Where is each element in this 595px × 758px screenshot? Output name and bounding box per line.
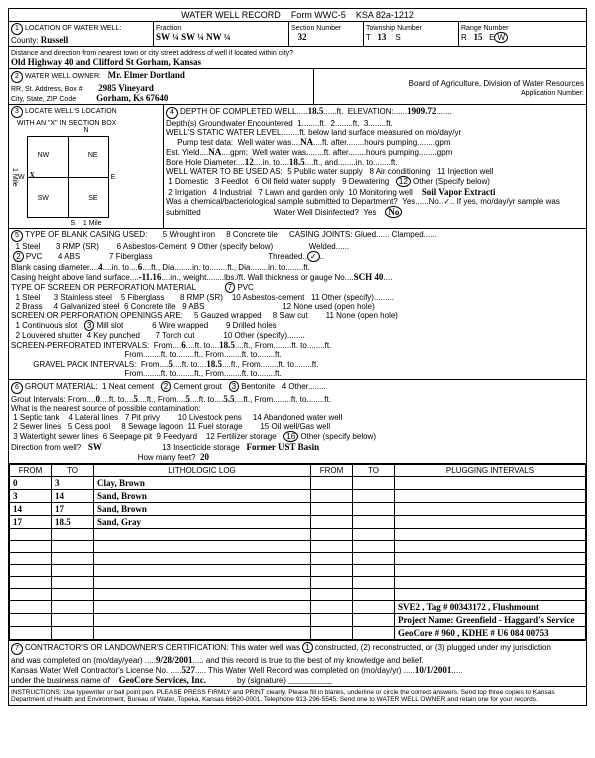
address: Old Highway 40 and Clifford St Gorham, K… (11, 57, 201, 67)
grout-3: 3 (229, 381, 239, 392)
use-other: Soil Vapor Extracti (422, 187, 496, 197)
elev: 1909.72 (407, 106, 436, 116)
sec-4: 4 (166, 107, 178, 119)
sec-6: 6 (11, 382, 23, 394)
lithologic-log: FROMTOLITHOLOGIC LOGFROMTOPLUGGING INTER… (9, 464, 586, 640)
county: Russell (41, 35, 69, 45)
sec-7: 7 (11, 643, 23, 655)
grout-2: 2 (161, 381, 171, 392)
instructions: INSTRUCTIONS: Use typewriter or ball poi… (9, 686, 586, 705)
screen-7: 7 (225, 282, 235, 293)
x-mark: X (30, 171, 35, 179)
disinfected: No (385, 206, 402, 218)
range: 15 (473, 32, 482, 42)
section-1-row: 1LOCATION OF WATER WELL:County: Russell … (9, 21, 586, 46)
owner-name: Mr. Elmer Dortland (108, 70, 185, 80)
section: 32 (298, 32, 307, 42)
owner-city: Gorham, Ks 67640 (96, 93, 168, 103)
owner-street: 2985 Vineyard (98, 83, 154, 93)
range-w: W (494, 32, 508, 43)
sec-5: 5 (11, 230, 23, 242)
form-container: WATER WELL RECORD Form WWC-5 KSA 82a-121… (8, 8, 587, 706)
contam-16: 16 (283, 431, 298, 442)
use-12: 12 (396, 176, 411, 187)
location-grid[interactable]: NWNE SWSE X (27, 136, 109, 218)
sec-3: 3 (11, 106, 23, 118)
casing-2: 2 (13, 251, 23, 262)
sec-2: 2 (11, 71, 23, 83)
open-3: 3 (84, 320, 94, 331)
cert-1: 1 (302, 642, 312, 653)
form-header: WATER WELL RECORD Form WWC-5 KSA 82a-121… (9, 9, 586, 21)
township: 13 (377, 32, 386, 42)
sec-1: 1 (11, 23, 23, 35)
depth-completed: 18.5 (308, 106, 324, 116)
board: Board of Agriculture, Division of Water … (409, 79, 584, 88)
fraction: SW ¼ SW ¼ NW ¼ (156, 32, 231, 42)
